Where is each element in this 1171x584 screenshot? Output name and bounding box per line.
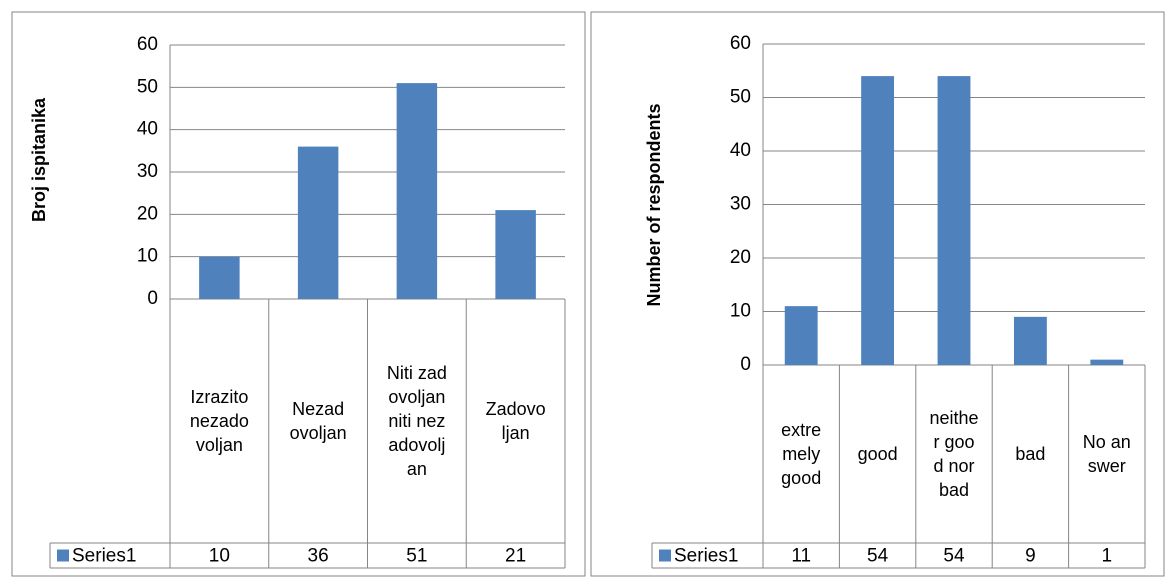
- category-text: good: [857, 444, 898, 464]
- category-label: extremely good: [763, 365, 839, 543]
- category-label: Nezadovoljan: [269, 299, 368, 543]
- y-tick-label: 50: [137, 76, 158, 97]
- legend-swatch: [57, 549, 69, 562]
- category-label: Zadovoljan: [466, 299, 565, 543]
- bar: [199, 256, 240, 299]
- category-label: good: [839, 365, 915, 543]
- category-label: No answer: [1069, 365, 1145, 543]
- table-value: 54: [867, 546, 889, 567]
- category-label: neither good nor bad: [916, 365, 992, 543]
- table-value: 36: [308, 546, 329, 567]
- y-tick-label: 60: [730, 33, 751, 54]
- category-text: Niti zadovoljan niti nezadovoljan: [386, 363, 447, 479]
- legend-label: Series1: [72, 546, 136, 567]
- category-text: Izrazito nezadovoljan: [189, 387, 249, 455]
- table-value: 21: [505, 546, 526, 567]
- table-value: 51: [406, 546, 427, 567]
- chart-border: [590, 11, 1165, 577]
- category-label: Niti zadovoljan niti nezadovoljan: [368, 299, 467, 543]
- y-tick-label: 60: [137, 34, 158, 55]
- y-tick-label: 50: [730, 87, 751, 108]
- y-tick-label: 0: [147, 288, 158, 309]
- y-tick-label: 40: [137, 119, 158, 140]
- table-value: 54: [943, 546, 965, 567]
- y-tick-label: 30: [730, 194, 751, 215]
- category-text: neither good nor bad: [929, 408, 979, 500]
- y-axis-title: Broj ispitanika: [29, 97, 49, 222]
- category-text: Nezadovoljan: [289, 399, 347, 443]
- category-text: No answer: [1082, 432, 1131, 476]
- table-value: 1: [1102, 546, 1113, 567]
- table-value: 10: [209, 546, 230, 567]
- category-text: extremely good: [781, 420, 822, 488]
- table-value: 9: [1025, 546, 1036, 567]
- bar: [784, 306, 818, 365]
- bar: [1013, 316, 1047, 365]
- y-axis-title: Number of respondents: [644, 103, 664, 306]
- y-tick-label: 10: [730, 301, 751, 322]
- y-tick-label: 30: [137, 161, 158, 182]
- category-label: bad: [992, 365, 1068, 543]
- legend-swatch: [659, 549, 671, 562]
- y-tick-label: 20: [137, 203, 158, 224]
- category-text: bad: [1015, 444, 1046, 464]
- category-text: Zadovoljan: [485, 399, 546, 443]
- y-tick-label: 0: [740, 354, 751, 375]
- table-value: 11: [791, 546, 811, 567]
- bar: [396, 83, 438, 299]
- legend-label: Series1: [674, 546, 738, 567]
- bar: [861, 76, 895, 365]
- category-label: Izrazito nezadovoljan: [170, 299, 269, 543]
- y-tick-label: 10: [137, 246, 158, 267]
- bar: [1090, 359, 1124, 365]
- y-tick-label: 40: [730, 140, 751, 161]
- bar: [495, 210, 536, 299]
- bar: [297, 146, 339, 299]
- y-tick-label: 20: [730, 247, 751, 268]
- bar: [937, 76, 971, 365]
- chart-border: [11, 11, 586, 577]
